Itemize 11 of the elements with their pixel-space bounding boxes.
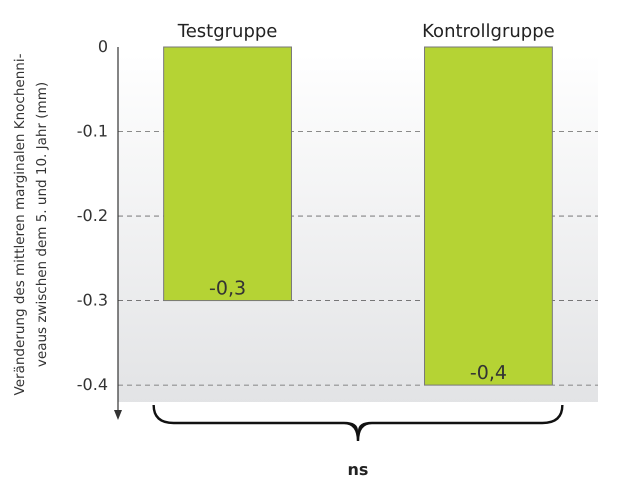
y-tick-label: 0 bbox=[98, 37, 108, 56]
y-tick-label: -0.3 bbox=[76, 290, 108, 310]
y-axis-title: Veränderung des mittleren marginalen Knochenni- veaus zwischen dem 5. und 10. Jahr (mm) bbox=[12, 53, 50, 396]
data-label: -0,3 bbox=[209, 278, 246, 300]
x-tick-label: Testgruppe bbox=[176, 21, 278, 42]
y-tick-label: -0.2 bbox=[76, 206, 108, 226]
y-tick-label: -0.1 bbox=[76, 122, 108, 141]
data-label: -0,4 bbox=[470, 362, 507, 384]
x-tick-label: Kontrollgruppe bbox=[422, 21, 555, 42]
y-tick-label: -0.4 bbox=[76, 375, 108, 394]
text: ns bbox=[348, 460, 368, 478]
